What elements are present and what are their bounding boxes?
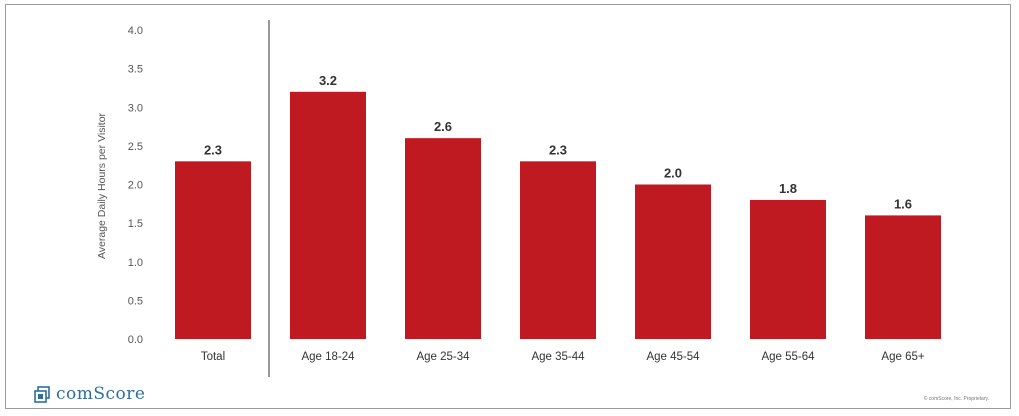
bar-value-label: 2.0 — [664, 166, 682, 181]
category-label: Age 45-54 — [646, 351, 700, 363]
y-tick-label: 1.5 — [128, 218, 143, 230]
y-tick-label: 3.0 — [128, 102, 143, 114]
comscore-logo: comScore — [34, 384, 145, 404]
bar — [750, 199, 826, 339]
y-tick-label: 0.5 — [128, 295, 143, 307]
bar — [635, 184, 711, 339]
category-label: Age 18-24 — [301, 351, 355, 363]
bar — [405, 138, 481, 339]
y-axis-label: Average Daily Hours per Visitor — [96, 112, 108, 259]
y-tick-label: 2.0 — [128, 180, 143, 192]
y-tick-label: 4.0 — [128, 25, 143, 37]
category-label: Age 55-64 — [761, 351, 815, 363]
bars — [175, 91, 941, 339]
category-label: Age 35-44 — [531, 351, 585, 363]
category-label: Age 25-34 — [416, 351, 470, 363]
chart-frame — [5, 4, 1011, 409]
logo-text: comScore — [56, 384, 146, 404]
bar-value-label: 3.2 — [319, 73, 337, 88]
bar-value-label: 1.8 — [779, 181, 797, 196]
category-label: Age 65+ — [881, 351, 924, 363]
bar — [175, 161, 251, 339]
y-tick-label: 3.5 — [128, 64, 143, 76]
y-axis-ticks: 0.0 0.5 1.0 1.5 2.0 2.5 3.0 3.5 4.0 — [128, 25, 143, 346]
category-labels: Total Age 18-24 Age 25-34 Age 35-44 Age 45-5… — [201, 351, 925, 363]
copyright-text: © comScore, Inc. Proprietary. — [923, 396, 989, 402]
y-tick-label: 0.0 — [128, 334, 143, 346]
category-label: Total — [201, 351, 225, 363]
y-tick-label: 1.0 — [128, 257, 143, 269]
y-tick-label: 2.5 — [128, 141, 143, 153]
bar-value-label: 2.3 — [549, 142, 567, 157]
bar — [520, 161, 596, 339]
bar-value-label: 1.6 — [894, 196, 912, 211]
bar-value-label: 2.3 — [204, 142, 222, 157]
bar-value-label: 2.6 — [434, 119, 452, 134]
bar — [865, 215, 941, 339]
bar — [290, 91, 366, 339]
value-labels: 2.3 3.2 2.6 2.3 2.0 1.8 1.6 — [204, 73, 912, 212]
comscore-logo-icon — [34, 385, 50, 403]
